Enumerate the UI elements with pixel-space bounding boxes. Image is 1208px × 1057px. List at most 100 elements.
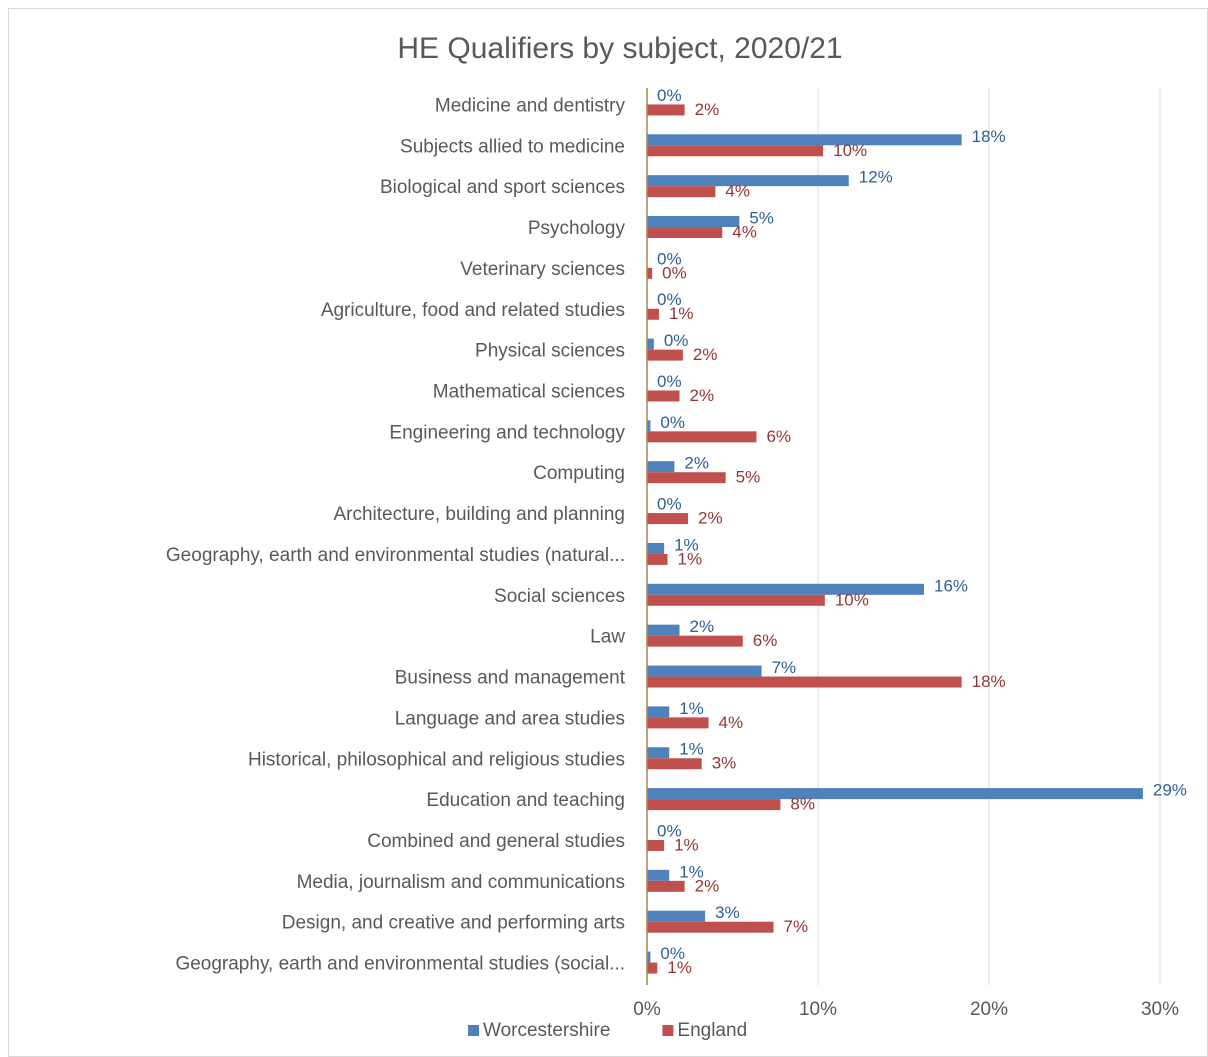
bar [647, 186, 716, 198]
y-tick-label: Social sciences [494, 586, 625, 607]
bar [647, 553, 668, 565]
y-tick-label: Veterinary sciences [460, 259, 625, 280]
bar [647, 349, 683, 361]
bar [647, 799, 781, 811]
data-label: 2% [689, 386, 714, 405]
chart-title: HE Qualifiers by subject, 2020/21 [397, 32, 842, 65]
data-label: 18% [972, 127, 1006, 146]
y-tick-label: Computing [533, 463, 625, 484]
data-label: 2% [695, 876, 720, 895]
data-label: 16% [934, 576, 968, 595]
data-label: 12% [859, 168, 893, 187]
data-label: 2% [695, 100, 720, 119]
data-label: 1% [674, 835, 699, 854]
data-label: 1% [669, 304, 694, 323]
y-tick-label: Mathematical sciences [433, 381, 625, 402]
y-tick-label: Geography, earth and environmental studi… [175, 954, 625, 975]
data-label: 5% [736, 468, 761, 487]
y-tick-label: Engineering and technology [389, 422, 625, 443]
bar [647, 583, 925, 595]
legend-label: Worcestershire [483, 1020, 610, 1041]
bar [647, 216, 740, 228]
bar [647, 962, 658, 974]
data-label: 4% [719, 713, 744, 732]
bar [647, 665, 762, 677]
legend-label: England [677, 1020, 747, 1041]
x-tick-label: 20% [970, 999, 1008, 1020]
bar [647, 839, 665, 851]
data-label: 1% [678, 549, 703, 568]
bar [647, 951, 651, 963]
legend-swatch [468, 1025, 479, 1036]
chart-frame [8, 8, 1208, 1057]
bar [647, 921, 774, 933]
y-tick-label: Historical, philosophical and religious … [248, 749, 625, 770]
bar [647, 134, 962, 146]
data-label: 10% [833, 141, 867, 160]
bar [647, 513, 689, 525]
data-label: 2% [693, 345, 718, 364]
bar [647, 308, 659, 320]
x-tick-label: 30% [1141, 999, 1179, 1020]
bar [647, 747, 670, 759]
y-tick-label: Combined and general studies [367, 831, 625, 852]
data-label: 0% [657, 495, 682, 514]
bar [647, 676, 962, 688]
y-tick-label: Subjects allied to medicine [400, 136, 625, 157]
data-label: 1% [679, 740, 704, 759]
bar [647, 542, 665, 554]
data-label: 3% [715, 903, 740, 922]
bar [647, 227, 723, 239]
x-tick-label: 0% [633, 999, 661, 1020]
data-label: 7% [772, 658, 797, 677]
data-label: 18% [972, 672, 1006, 691]
data-label: 2% [689, 617, 714, 636]
bar [647, 910, 706, 922]
bar [647, 267, 653, 279]
data-label: 4% [732, 223, 757, 242]
bar [647, 594, 825, 606]
bar [647, 461, 675, 473]
y-tick-label: Design, and creative and performing arts [282, 913, 625, 934]
y-tick-label: Agriculture, food and related studies [321, 300, 625, 321]
data-label: 6% [766, 427, 791, 446]
bar [647, 431, 757, 443]
bar [647, 635, 743, 647]
data-label: 5% [749, 209, 774, 228]
bar [647, 788, 1143, 800]
bar [647, 145, 824, 157]
data-label: 0% [660, 944, 685, 963]
y-tick-label: Architecture, building and planning [333, 504, 625, 525]
y-tick-label: Media, journalism and communications [297, 872, 625, 893]
bar [647, 175, 849, 187]
bar [647, 624, 680, 636]
data-label: 10% [835, 590, 869, 609]
y-tick-label: Business and management [395, 668, 626, 689]
data-label: 2% [698, 509, 723, 528]
y-tick-label: Language and area studies [395, 708, 625, 729]
y-tick-label: Physical sciences [475, 341, 625, 362]
bar [647, 390, 680, 402]
bar [647, 758, 702, 770]
data-label: 1% [679, 699, 704, 718]
data-label: 6% [753, 631, 778, 650]
data-label: 0% [657, 86, 682, 105]
bar [647, 717, 709, 729]
y-tick-label: Biological and sport sciences [380, 177, 625, 198]
data-label: 8% [790, 795, 815, 814]
data-label: 0% [657, 372, 682, 391]
data-label: 0% [660, 413, 685, 432]
bar [647, 338, 654, 350]
y-tick-label: Psychology [528, 218, 626, 239]
bar [647, 420, 651, 432]
data-label: 0% [657, 249, 682, 268]
y-tick-label: Law [590, 627, 625, 648]
data-label: 0% [657, 821, 682, 840]
data-label: 1% [667, 958, 692, 977]
data-label: 1% [674, 535, 699, 554]
bar [647, 104, 685, 116]
y-tick-label: Geography, earth and environmental studi… [166, 545, 625, 566]
data-label: 4% [725, 182, 750, 201]
data-label: 2% [684, 454, 709, 473]
